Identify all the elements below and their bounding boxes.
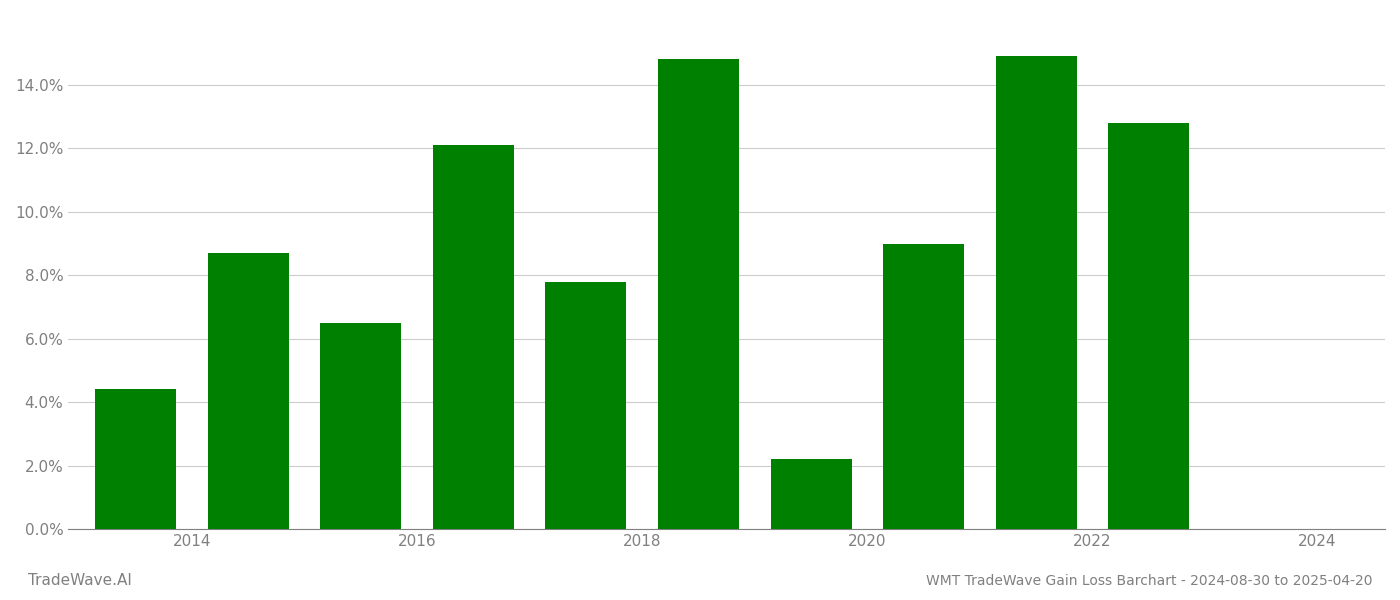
- Bar: [770, 460, 851, 529]
- Bar: [883, 244, 965, 529]
- Bar: [995, 56, 1077, 529]
- Bar: [207, 253, 288, 529]
- Text: WMT TradeWave Gain Loss Barchart - 2024-08-30 to 2025-04-20: WMT TradeWave Gain Loss Barchart - 2024-…: [925, 574, 1372, 588]
- Text: TradeWave.AI: TradeWave.AI: [28, 573, 132, 588]
- Bar: [658, 59, 739, 529]
- Bar: [433, 145, 514, 529]
- Bar: [1109, 123, 1189, 529]
- Bar: [321, 323, 402, 529]
- Bar: [546, 281, 626, 529]
- Bar: [95, 389, 176, 529]
